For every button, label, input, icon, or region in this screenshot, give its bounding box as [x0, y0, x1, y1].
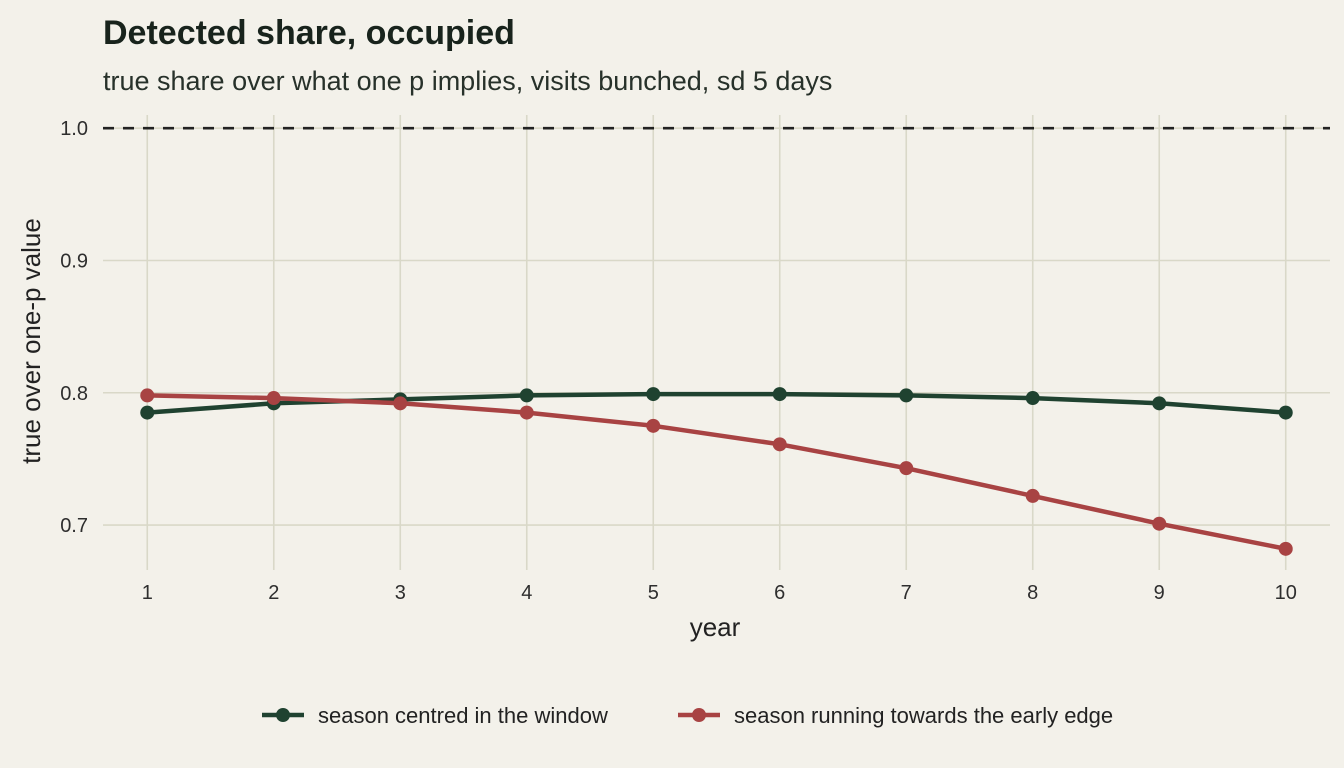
y-axis-title: true over one-p value — [16, 218, 46, 464]
legend-label: season centred in the window — [318, 703, 608, 728]
data-point — [393, 396, 408, 411]
series-line — [145, 393, 1288, 552]
chart-subtitle: true share over what one p implies, visi… — [103, 66, 832, 96]
y-tick-labels: 0.7 0.8 0.9 1.0 — [60, 118, 88, 537]
data-point — [899, 461, 914, 476]
y-tick-label: 0.9 — [60, 250, 88, 272]
data-point — [772, 437, 787, 452]
series-group — [140, 387, 1293, 556]
data-point — [1152, 396, 1167, 411]
x-tick-label: 2 — [268, 582, 279, 604]
x-tick-labels: 1 2 3 4 5 6 7 8 9 10 — [142, 582, 1297, 604]
data-point — [899, 388, 914, 403]
data-point — [1278, 405, 1293, 420]
y-tick-label: 0.8 — [60, 383, 88, 405]
legend-swatch-marker — [692, 708, 706, 722]
legend-item: season running towards the early edge — [678, 703, 1113, 728]
data-point — [646, 418, 661, 433]
x-tick-label: 5 — [648, 582, 659, 604]
x-tick-label: 4 — [521, 582, 532, 604]
legend-item: season centred in the window — [262, 703, 608, 728]
data-point — [140, 388, 155, 403]
x-tick-label: 10 — [1275, 582, 1297, 604]
y-tick-label: 0.7 — [60, 515, 88, 537]
data-point — [519, 388, 534, 403]
data-point — [1152, 516, 1167, 531]
legend-label: season running towards the early edge — [734, 703, 1113, 728]
series-2 — [140, 388, 1293, 556]
legend: season centred in the window season runni… — [262, 703, 1113, 728]
chart-title: Detected share, occupied — [103, 14, 515, 52]
x-tick-label: 3 — [395, 582, 406, 604]
legend-swatch-marker — [276, 708, 290, 722]
x-tick-label: 1 — [142, 582, 153, 604]
x-tick-label: 7 — [901, 582, 912, 604]
data-point — [1278, 541, 1293, 556]
gridlines — [103, 115, 1330, 570]
x-tick-label: 8 — [1027, 582, 1038, 604]
x-tick-label: 9 — [1154, 582, 1165, 604]
data-point — [140, 405, 155, 420]
data-point — [646, 387, 661, 402]
data-point — [266, 391, 281, 406]
data-point — [519, 405, 534, 420]
series-line — [145, 391, 1288, 415]
y-tick-label: 1.0 — [60, 118, 88, 140]
x-tick-label: 6 — [774, 582, 785, 604]
data-point — [1025, 488, 1040, 503]
data-point — [772, 387, 787, 402]
data-point — [1025, 391, 1040, 406]
x-axis-title: year — [690, 612, 741, 642]
